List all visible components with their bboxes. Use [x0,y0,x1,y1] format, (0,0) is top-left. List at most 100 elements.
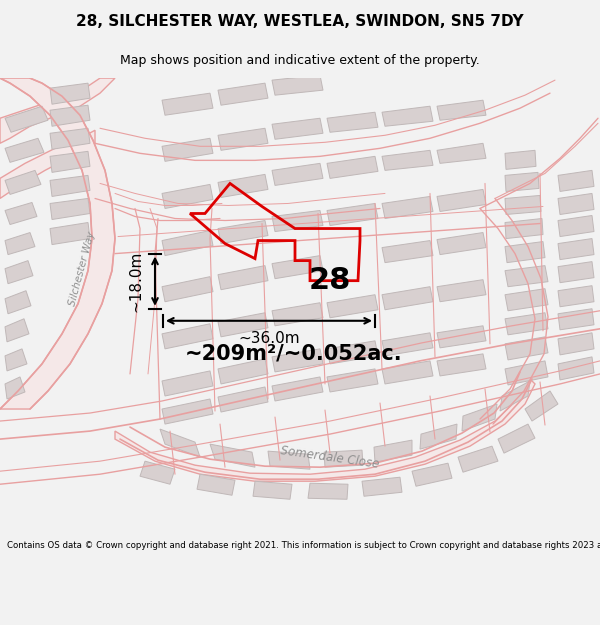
Polygon shape [558,216,594,236]
Polygon shape [382,196,433,219]
Text: 28: 28 [309,266,351,295]
Polygon shape [374,440,412,462]
Text: 28, SILCHESTER WAY, WESTLEA, SWINDON, SN5 7DY: 28, SILCHESTER WAY, WESTLEA, SWINDON, SN… [76,14,524,29]
Polygon shape [162,399,213,424]
Polygon shape [558,286,594,307]
Polygon shape [162,371,213,396]
Text: Contains OS data © Crown copyright and database right 2021. This information is : Contains OS data © Crown copyright and d… [7,541,600,550]
Polygon shape [218,312,268,337]
Polygon shape [272,349,323,372]
Polygon shape [505,361,548,385]
Polygon shape [505,219,543,239]
Polygon shape [327,369,378,392]
Polygon shape [505,289,548,311]
Polygon shape [362,478,402,496]
Polygon shape [5,261,33,284]
Polygon shape [272,302,323,326]
Polygon shape [162,231,213,256]
Polygon shape [505,266,548,287]
Polygon shape [500,381,530,411]
Polygon shape [382,151,433,171]
Polygon shape [50,151,90,173]
Polygon shape [505,312,548,335]
Polygon shape [437,189,486,211]
Polygon shape [382,241,433,262]
Text: ~209m²/~0.052ac.: ~209m²/~0.052ac. [185,344,403,364]
Polygon shape [160,429,200,457]
Polygon shape [324,450,363,467]
Polygon shape [327,112,378,132]
Polygon shape [5,171,41,194]
Text: ~36.0m: ~36.0m [238,331,300,346]
Text: Silchester Way: Silchester Way [67,231,97,307]
Polygon shape [505,337,548,360]
Polygon shape [437,354,486,376]
Polygon shape [437,143,486,163]
Polygon shape [197,474,235,495]
Polygon shape [50,176,90,196]
Polygon shape [5,291,31,314]
Polygon shape [162,138,213,161]
Polygon shape [558,194,594,214]
Polygon shape [382,361,433,384]
Polygon shape [505,242,545,262]
Polygon shape [5,106,48,132]
Polygon shape [218,128,268,151]
Text: Map shows position and indicative extent of the property.: Map shows position and indicative extent… [120,54,480,68]
Polygon shape [462,404,497,431]
Polygon shape [382,287,433,310]
Polygon shape [272,256,323,279]
Polygon shape [50,128,90,149]
Polygon shape [5,138,44,162]
Polygon shape [140,461,175,484]
Polygon shape [412,463,452,486]
Polygon shape [272,118,323,139]
Polygon shape [253,481,292,499]
Polygon shape [218,174,268,198]
Polygon shape [525,391,558,421]
Polygon shape [5,232,35,254]
Polygon shape [382,333,433,356]
Polygon shape [272,211,323,231]
Text: Somerdale Close: Somerdale Close [280,444,380,471]
Polygon shape [505,196,541,214]
Polygon shape [162,93,213,115]
Polygon shape [458,446,498,472]
Polygon shape [437,279,486,302]
Polygon shape [327,295,378,318]
Polygon shape [0,130,95,199]
Polygon shape [558,357,594,380]
Polygon shape [420,424,457,449]
Polygon shape [558,262,594,282]
Polygon shape [382,106,433,126]
Text: ~18.0m: ~18.0m [128,251,143,312]
Polygon shape [5,202,37,224]
Polygon shape [50,222,90,244]
Polygon shape [0,78,115,409]
Polygon shape [218,221,268,244]
Polygon shape [558,333,594,355]
Polygon shape [162,277,213,302]
Polygon shape [210,444,255,467]
Polygon shape [5,319,29,342]
Polygon shape [162,184,213,209]
Polygon shape [50,199,90,219]
Polygon shape [272,377,323,401]
Polygon shape [505,173,539,191]
Polygon shape [50,83,90,104]
Polygon shape [327,156,378,178]
Polygon shape [558,171,594,191]
Polygon shape [437,326,486,348]
Polygon shape [558,239,594,259]
Polygon shape [437,232,486,254]
Polygon shape [558,309,594,330]
Polygon shape [272,75,323,95]
Polygon shape [218,359,268,384]
Polygon shape [272,163,323,186]
Polygon shape [308,483,348,499]
Polygon shape [327,341,378,364]
Polygon shape [218,266,268,290]
Polygon shape [5,349,27,371]
Polygon shape [162,324,213,349]
Polygon shape [437,100,486,120]
